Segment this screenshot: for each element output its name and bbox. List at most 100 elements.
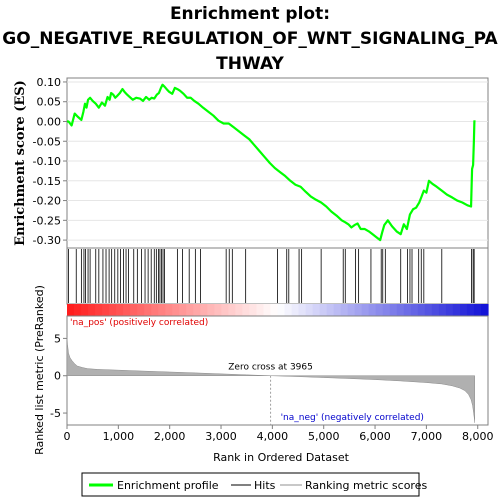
es-y-tick-label: -0.25 — [33, 214, 61, 227]
x-axis: 0 1,000 2,000 3,000 4,000 5,000 6,000 7,000 8,00… — [64, 425, 494, 443]
title-line-2: GO_NEGATIVE_REGULATION_OF_WNT_SIGNALING_… — [2, 29, 498, 49]
color-bar-segment — [410, 304, 419, 316]
es-y-axis-label: Enrichment score (ES) — [13, 80, 28, 246]
chart-title: Enrichment plot: GO_NEGATIVE_REGULATION_… — [0, 2, 500, 77]
color-bar-segment — [277, 304, 286, 316]
color-bar-segment — [235, 304, 244, 316]
hits-panel — [66, 247, 489, 305]
color-bar-segment — [200, 304, 208, 316]
color-bar-segment — [466, 304, 475, 316]
title-line-1: Enrichment plot: — [169, 4, 331, 24]
x-tick-label: 2,000 — [154, 430, 186, 443]
color-bar-segment — [333, 304, 342, 316]
title-line-3: THWAY — [216, 54, 284, 74]
es-y-tick-label: -0.15 — [33, 175, 61, 188]
x-tick-label: 7,000 — [411, 430, 443, 443]
color-bar-segment — [361, 304, 370, 316]
metric-y-tick-label: 5 — [54, 332, 61, 345]
metric-panel: Zero cross at 3965 'na_pos' (positively … — [33, 285, 489, 455]
color-bar-segment — [263, 304, 272, 316]
color-bar-segment — [284, 304, 293, 316]
es-y-tick-label: -0.10 — [33, 155, 61, 168]
color-bar-segment — [88, 304, 96, 316]
x-tick-label: 8,000 — [462, 430, 494, 443]
es-panel-frame — [66, 77, 489, 249]
color-bar-segment — [116, 304, 124, 316]
x-tick-label: 4,000 — [257, 430, 289, 443]
ranking-color-bar — [67, 304, 489, 316]
es-y-tick-label: 0.10 — [37, 76, 62, 89]
color-bar-segment — [151, 304, 159, 316]
metric-y-tick-label: 0 — [54, 370, 61, 383]
color-bar-segment — [438, 304, 447, 316]
color-bar-segment — [130, 304, 138, 316]
color-bar-segment — [480, 304, 489, 316]
x-tick-label: 6,000 — [359, 430, 391, 443]
es-y-tick-label: 0.05 — [37, 96, 62, 109]
x-tick-label: 5,000 — [308, 430, 340, 443]
color-bar-segment — [207, 304, 215, 316]
ranking-metric-fill — [66, 336, 476, 423]
color-bar-segment — [312, 304, 321, 316]
color-bar-segment — [144, 304, 152, 316]
es-y-tick-label: -0.05 — [33, 135, 61, 148]
color-bar-segment — [249, 304, 258, 316]
color-bar-segment — [186, 304, 194, 316]
color-bar-segment — [67, 304, 75, 316]
color-bar-segment — [193, 304, 201, 316]
color-bar-segment — [165, 304, 173, 316]
es-y-ticks: 0.10 0.05 0.00 -0.05 -0.10 -0.15 -0.20 -0.25 -0.… — [33, 76, 67, 247]
color-bar-segment — [172, 304, 180, 316]
metric-y-axis-label: Ranked list metric (PreRanked) — [33, 285, 46, 455]
metric-y-tick-label: -5 — [50, 407, 61, 420]
color-bar-segment — [403, 304, 412, 316]
metric-panel-frame — [66, 315, 489, 426]
legend-metric-label: Ranking metric scores — [305, 479, 427, 492]
es-panel: 0.10 0.05 0.00 -0.05 -0.10 -0.15 -0.20 -0.25 -0.… — [13, 76, 489, 249]
color-bar-segment — [74, 304, 82, 316]
color-bar-segment — [221, 304, 229, 316]
legend-hits-label: Hits — [254, 479, 276, 492]
es-y-tick-label: -0.20 — [33, 195, 61, 208]
color-bar-segment — [326, 304, 335, 316]
x-tick-label: 3,000 — [205, 430, 237, 443]
x-axis-label: Rank in Ordered Dataset — [213, 451, 350, 464]
color-bar-segment — [102, 304, 110, 316]
color-bar-segment — [445, 304, 454, 316]
color-bar-segment — [431, 304, 440, 316]
color-bar-segment — [452, 304, 461, 316]
color-bar-segment — [347, 304, 356, 316]
color-bar-segment — [354, 304, 363, 316]
color-bar-segment — [242, 304, 251, 316]
legend: Enrichment profile Hits Ranking metric s… — [81, 472, 427, 497]
color-bar-segment — [319, 304, 328, 316]
color-bar-segment — [291, 304, 300, 316]
x-tick-label: 1,000 — [103, 430, 135, 443]
color-bar-segment — [228, 304, 236, 316]
color-bar-segment — [298, 304, 307, 316]
color-bar-segment — [214, 304, 222, 316]
color-bar-segment — [375, 304, 384, 316]
color-bar-segment — [81, 304, 89, 316]
color-bar-segment — [340, 304, 349, 316]
legend-enrichment-label: Enrichment profile — [117, 479, 219, 492]
color-bar-segment — [368, 304, 377, 316]
negative-correlation-label: 'na_neg' (negatively correlated) — [281, 413, 424, 423]
color-bar-segment — [256, 304, 265, 316]
color-bar-segment — [109, 304, 117, 316]
color-bar-segment — [389, 304, 398, 316]
x-tick-label: 0 — [64, 430, 71, 443]
color-bar-segment — [95, 304, 103, 316]
zero-cross-label: Zero cross at 3965 — [228, 363, 313, 373]
enrichment-profile-line — [67, 83, 476, 242]
color-bar-segment — [123, 304, 131, 316]
color-bar-segment — [137, 304, 145, 316]
es-y-tick-label: -0.30 — [33, 234, 61, 247]
color-bar-segment — [158, 304, 166, 316]
hit-lines — [68, 249, 475, 303]
color-bar-segment — [417, 304, 426, 316]
es-gridlines — [67, 81, 488, 241]
color-bar-segment — [270, 304, 279, 316]
es-y-tick-label: 0.00 — [37, 115, 62, 128]
